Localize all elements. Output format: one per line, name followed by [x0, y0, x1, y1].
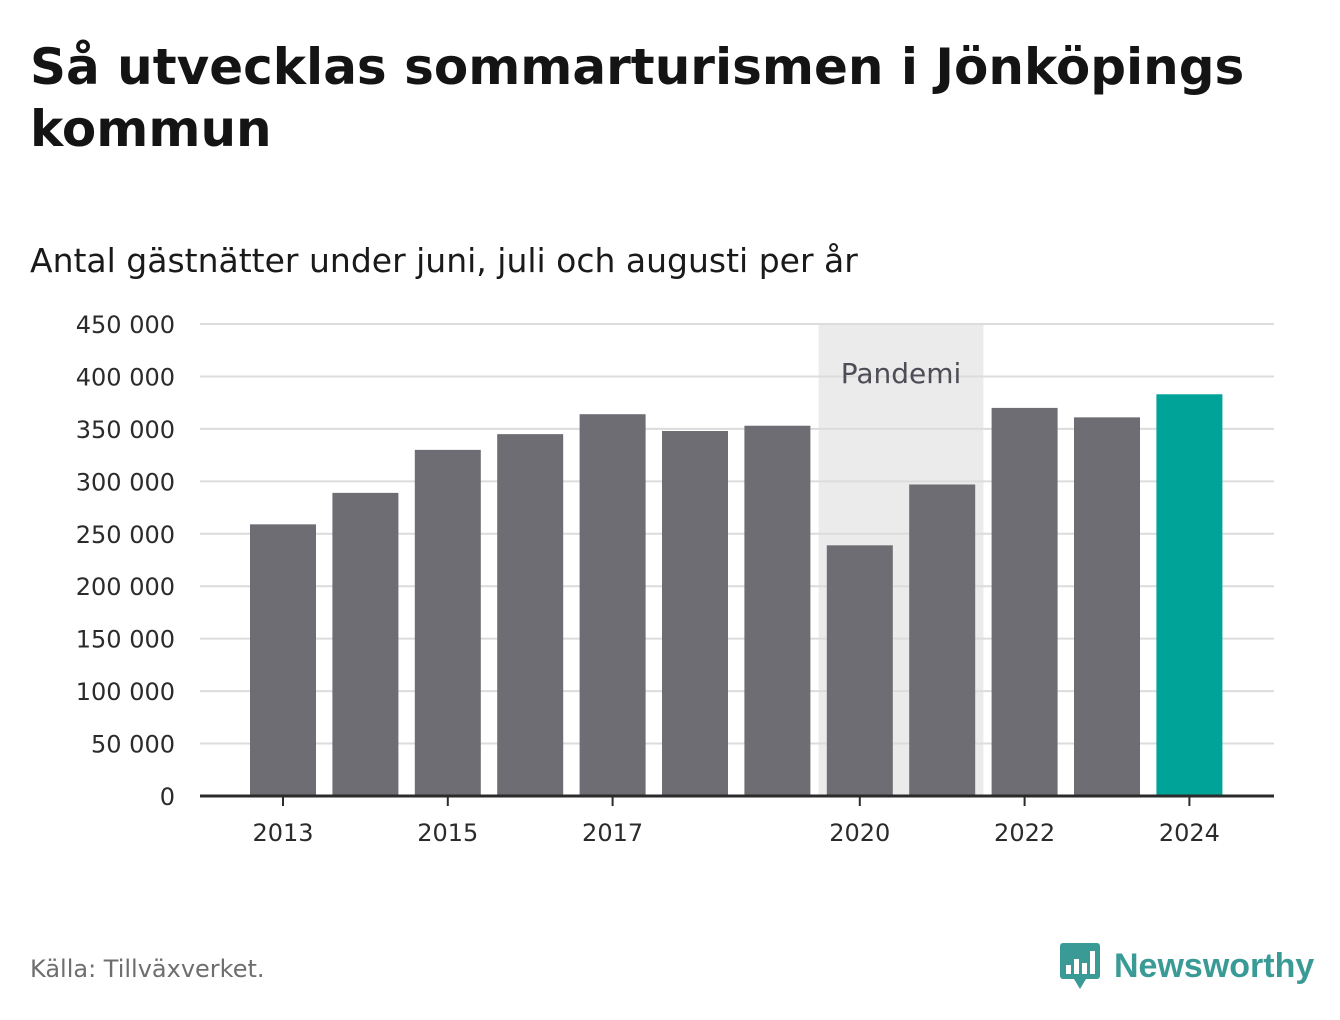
- x-tick-label: 2022: [994, 819, 1055, 847]
- bar-2023: [1074, 417, 1140, 796]
- x-tick-label: 2017: [582, 819, 643, 847]
- source-note: Källa: Tillväxverket.: [30, 955, 265, 983]
- y-tick-label: 350 000: [76, 416, 175, 444]
- bar-2016: [497, 434, 564, 796]
- x-axis-ticks: 2013 2015 2017 2020 2022 2024: [252, 796, 1220, 847]
- chart-title: Så utvecklas sommarturismen i Jönköpings…: [30, 38, 1245, 158]
- bar-2022: [991, 407, 1058, 796]
- chart-subtitle: Antal gästnätter under juni, juli och au…: [30, 241, 858, 280]
- bar-chart-speech-bubble-icon: [1060, 943, 1100, 989]
- bar-2019: [744, 425, 811, 796]
- y-tick-label: 150 000: [76, 626, 175, 654]
- bar-2024: [1156, 394, 1223, 796]
- pandemic-label: Pandemi: [841, 357, 962, 390]
- bar-2020: [826, 545, 893, 796]
- annotation-layer: Pandemi: [841, 357, 962, 390]
- y-tick-label: 250 000: [76, 521, 175, 549]
- bar-2014: [332, 492, 399, 796]
- x-tick-label: 2020: [829, 819, 890, 847]
- y-tick-label: 50 000: [91, 731, 175, 759]
- bars: [250, 394, 1223, 796]
- y-tick-label: 0: [160, 783, 175, 811]
- bar-2018: [662, 430, 728, 796]
- bar-2015: [414, 449, 481, 796]
- bar-2021: [909, 484, 976, 796]
- y-tick-label: 400 000: [76, 363, 175, 391]
- bar-2017: [579, 414, 646, 796]
- y-axis-ticks: 0 50 000 100 000 150 000 200 000 250 000 300 0…: [76, 311, 175, 811]
- y-tick-label: 300 000: [76, 468, 175, 496]
- x-tick-label: 2024: [1159, 819, 1220, 847]
- y-tick-label: 100 000: [76, 678, 175, 706]
- x-tick-label: 2013: [252, 819, 313, 847]
- x-tick-label: 2015: [417, 819, 478, 847]
- y-tick-label: 200 000: [76, 573, 175, 601]
- bar-2013: [250, 524, 316, 796]
- brand-logo[interactable]: Newsworthy: [1060, 938, 1314, 994]
- brand-name: Newsworthy: [1114, 946, 1315, 985]
- y-tick-label: 450 000: [76, 311, 175, 339]
- bar-chart: 0 50 000 100 000 150 000 200 000 250 000 300 0…: [76, 311, 1274, 847]
